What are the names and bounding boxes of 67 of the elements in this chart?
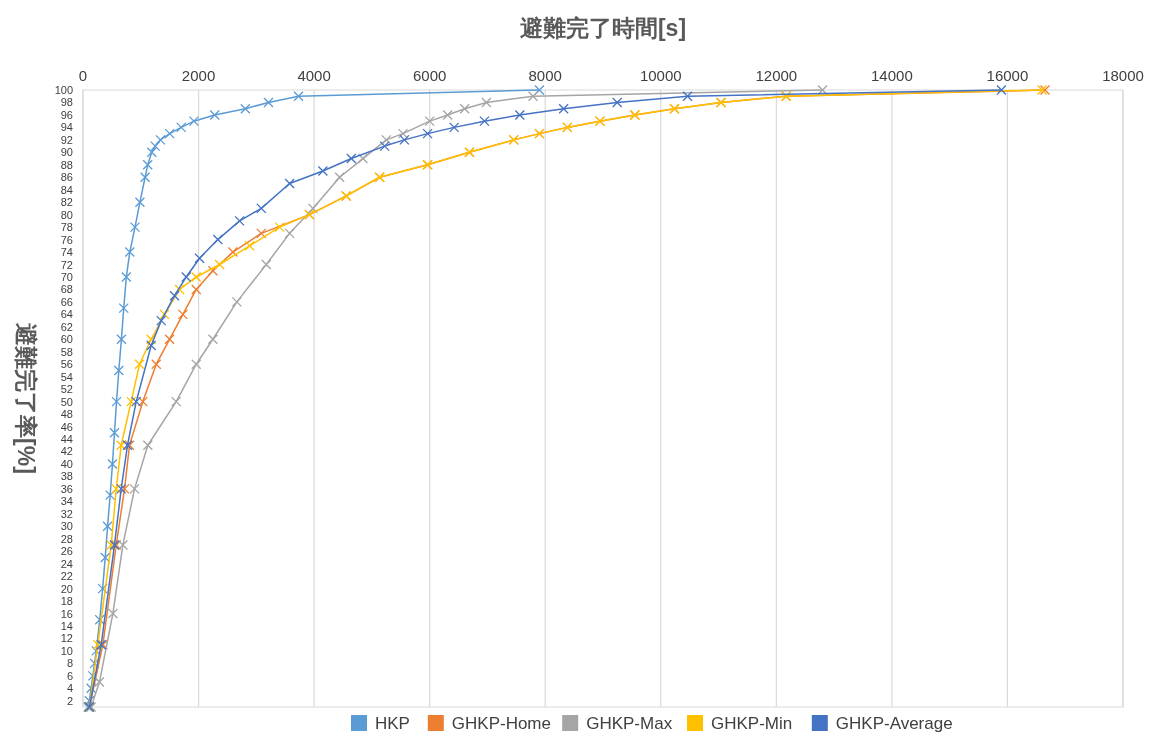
legend-label: GHKP-Average xyxy=(835,714,953,733)
y-tick-label: 18 xyxy=(60,595,73,608)
y-tick-label: 16 xyxy=(60,607,73,620)
y-tick-label: 32 xyxy=(60,507,73,520)
y-tick-label: 72 xyxy=(60,258,73,271)
y-tick-label: 98 xyxy=(60,96,73,109)
y-tick-label: 24 xyxy=(60,557,73,570)
y-tick-label: 38 xyxy=(60,470,73,483)
y-tick-label: 40 xyxy=(60,457,73,470)
y-tick-label: 20 xyxy=(60,582,73,595)
y-tick-label: 48 xyxy=(60,408,73,421)
y-tick-label: 14 xyxy=(60,619,73,632)
y-tick-label: 64 xyxy=(60,308,73,321)
x-tick-label: 2000 xyxy=(181,67,216,84)
y-tick-label: 36 xyxy=(60,482,73,495)
y-tick-label: 22 xyxy=(60,570,73,583)
y-tick-label: 68 xyxy=(60,283,73,296)
x-tick-label: 18000 xyxy=(1102,67,1144,84)
y-tick-label: 80 xyxy=(60,208,73,221)
y-tick-label: 28 xyxy=(60,532,73,545)
y-tick-label: 88 xyxy=(60,158,73,171)
y-tick-label: 92 xyxy=(60,133,73,146)
y-tick-label: 100 xyxy=(54,84,73,96)
y-tick-label: 58 xyxy=(60,345,73,358)
x-tick-label: 8000 xyxy=(528,67,562,84)
x-tick-label: 14000 xyxy=(871,67,913,84)
y-tick-label: 66 xyxy=(60,295,73,308)
x-axis-title: 避難完了時間[s] xyxy=(519,15,687,41)
y-tick-label: 56 xyxy=(60,358,73,371)
y-tick-label: 6 xyxy=(66,669,73,682)
y-tick-label: 90 xyxy=(60,146,73,159)
x-tick-label: 16000 xyxy=(986,67,1029,84)
y-tick-label: 70 xyxy=(60,270,73,283)
legend-label: GHKP-Max xyxy=(586,714,673,733)
y-tick-label: 62 xyxy=(60,320,73,333)
legend-label: GHKP-Min xyxy=(711,714,793,733)
y-tick-label: 10 xyxy=(60,644,73,657)
y-tick-label: 78 xyxy=(60,221,73,234)
y-tick-label: 46 xyxy=(60,420,73,433)
y-tick-label: 12 xyxy=(60,632,73,645)
x-tick-label: 0 xyxy=(78,67,88,84)
y-tick-label: 26 xyxy=(60,545,73,558)
y-tick-label: 44 xyxy=(60,433,73,446)
x-tick-label: 4000 xyxy=(297,67,331,84)
y-tick-label: 2 xyxy=(66,694,73,707)
y-axis-title: 避難完了率[%] xyxy=(13,323,39,474)
y-tick-label: 82 xyxy=(60,196,73,209)
y-tick-label: 74 xyxy=(60,246,73,259)
y-tick-label: 76 xyxy=(60,233,73,246)
y-tick-label: 4 xyxy=(66,682,73,695)
x-tick-label: 6000 xyxy=(412,67,447,84)
y-tick-label: 94 xyxy=(60,121,73,134)
y-tick-label: 34 xyxy=(60,495,73,508)
y-tick-label: 86 xyxy=(60,171,73,184)
y-tick-label: 96 xyxy=(60,108,73,121)
x-tick-label: 10000 xyxy=(639,67,682,84)
x-tick-label: 12000 xyxy=(755,67,798,84)
legend-label: GHKP-Home xyxy=(451,714,551,733)
y-tick-label: 8 xyxy=(66,657,73,670)
y-tick-label: 30 xyxy=(60,520,73,533)
y-tick-label: 84 xyxy=(60,183,73,196)
y-tick-label: 50 xyxy=(60,395,73,408)
y-tick-label: 42 xyxy=(60,445,73,458)
y-tick-label: 60 xyxy=(60,333,73,346)
legend-label: HKP xyxy=(375,714,410,733)
y-tick-label: 52 xyxy=(60,383,73,396)
y-tick-label: 54 xyxy=(60,370,73,383)
